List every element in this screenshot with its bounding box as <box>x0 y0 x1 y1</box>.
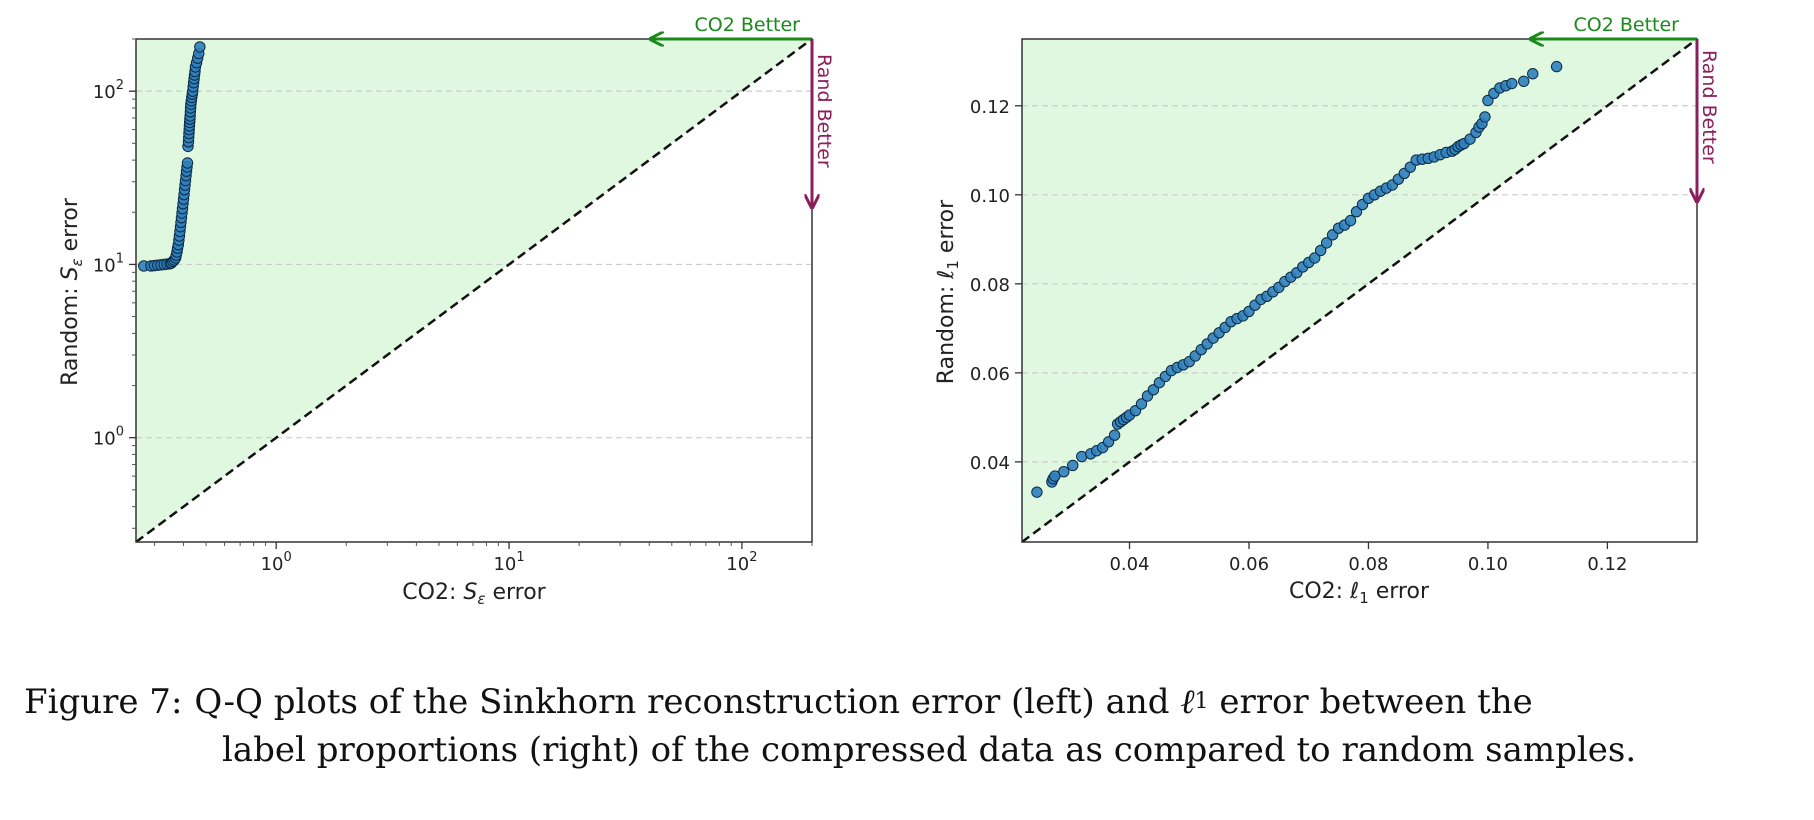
y-tick-label: 100 <box>93 425 124 450</box>
left-y-ticks: 100 101 102 <box>93 38 136 529</box>
data-point <box>1518 75 1530 87</box>
left-qq-plot: 100 101 102 100 101 102 CO2: Sε error Random… <box>58 14 835 608</box>
data-point <box>181 157 194 169</box>
right-rand-better-label: Rand Better <box>1698 50 1720 164</box>
data-point <box>1314 244 1327 257</box>
caption-ell-symbol: ℓ <box>1180 682 1195 722</box>
data-point <box>1344 214 1357 227</box>
x-tick-label: 100 <box>261 550 292 575</box>
y-tick-label: 0.12 <box>970 97 1010 118</box>
left-x-axis-label: CO2: Sε error <box>402 580 546 608</box>
figure-caption: Figure 7: Q-Q plots of the Sinkhorn reco… <box>24 678 1804 774</box>
left-axes-frame <box>135 38 813 543</box>
right-axes-frame <box>1021 38 1698 543</box>
left-y-grid <box>136 90 812 439</box>
y-tick-label: 101 <box>93 251 124 276</box>
x-tick-label: 0.10 <box>1468 554 1508 575</box>
right-qq-plot: 0.04 0.06 0.08 0.10 0.12 0.04 0.06 0.08 0.10 0.1… <box>934 14 1720 607</box>
x-tick-label: 101 <box>493 550 524 575</box>
data-point <box>1506 77 1518 90</box>
data-point <box>194 41 206 53</box>
data-point <box>1067 459 1079 472</box>
x-tick-label: 0.08 <box>1348 554 1388 575</box>
data-point <box>1058 465 1070 478</box>
data-point <box>1527 68 1539 80</box>
data-point <box>1550 60 1563 73</box>
left-points <box>138 41 206 272</box>
y-tick-label: 0.08 <box>970 275 1010 296</box>
right-co2-better-label: CO2 Better <box>1574 14 1680 36</box>
data-point <box>1049 470 1061 482</box>
figure-number: Figure 7: <box>24 682 183 722</box>
data-point <box>1479 111 1491 123</box>
figure: 100 101 102 100 101 102 CO2: Sε error Random… <box>58 14 1720 608</box>
data-point <box>1135 398 1148 410</box>
x-tick-label: 102 <box>726 550 757 575</box>
caption-line-1: Figure 7: Q-Q plots of the Sinkhorn reco… <box>24 678 1804 726</box>
left-y-axis-label: Random: Sε error <box>58 197 86 386</box>
data-point <box>1031 486 1043 498</box>
right-points <box>1031 60 1563 498</box>
caption-text-a: Q-Q plots of the Sinkhorn reconstruction… <box>194 682 1181 722</box>
right-y-grid <box>1022 105 1697 463</box>
caption-ell-subscript: 1 <box>1194 689 1209 714</box>
x-tick-label: 0.12 <box>1587 554 1627 575</box>
x-tick-label: 0.06 <box>1229 554 1269 575</box>
data-point <box>1308 252 1321 264</box>
caption-text-b: error between the <box>1208 682 1533 722</box>
left-x-ticks: 100 101 102 <box>153 542 813 575</box>
x-tick-label: 0.04 <box>1109 554 1149 575</box>
data-point <box>1320 237 1333 249</box>
right-y-axis-label: Random: ℓ1 error <box>934 199 962 384</box>
left-rand-better-label: Rand Better <box>813 54 835 168</box>
y-tick-label: 0.06 <box>970 364 1010 385</box>
y-tick-label: 102 <box>93 78 124 103</box>
right-diagonal-line <box>1021 37 1698 544</box>
left-diagonal-line <box>135 37 813 544</box>
y-tick-label: 0.04 <box>970 453 1010 474</box>
y-tick-label: 0.10 <box>970 186 1010 207</box>
right-x-axis-label: CO2: ℓ1 error <box>1289 579 1430 607</box>
right-y-ticks: 0.04 0.06 0.08 0.10 0.12 <box>970 97 1022 474</box>
caption-line-2: label proportions (right) of the compres… <box>222 730 1637 770</box>
left-co2-better-label: CO2 Better <box>695 14 801 36</box>
right-x-ticks: 0.04 0.06 0.08 0.10 0.12 <box>1109 542 1627 575</box>
data-point <box>1108 429 1121 441</box>
